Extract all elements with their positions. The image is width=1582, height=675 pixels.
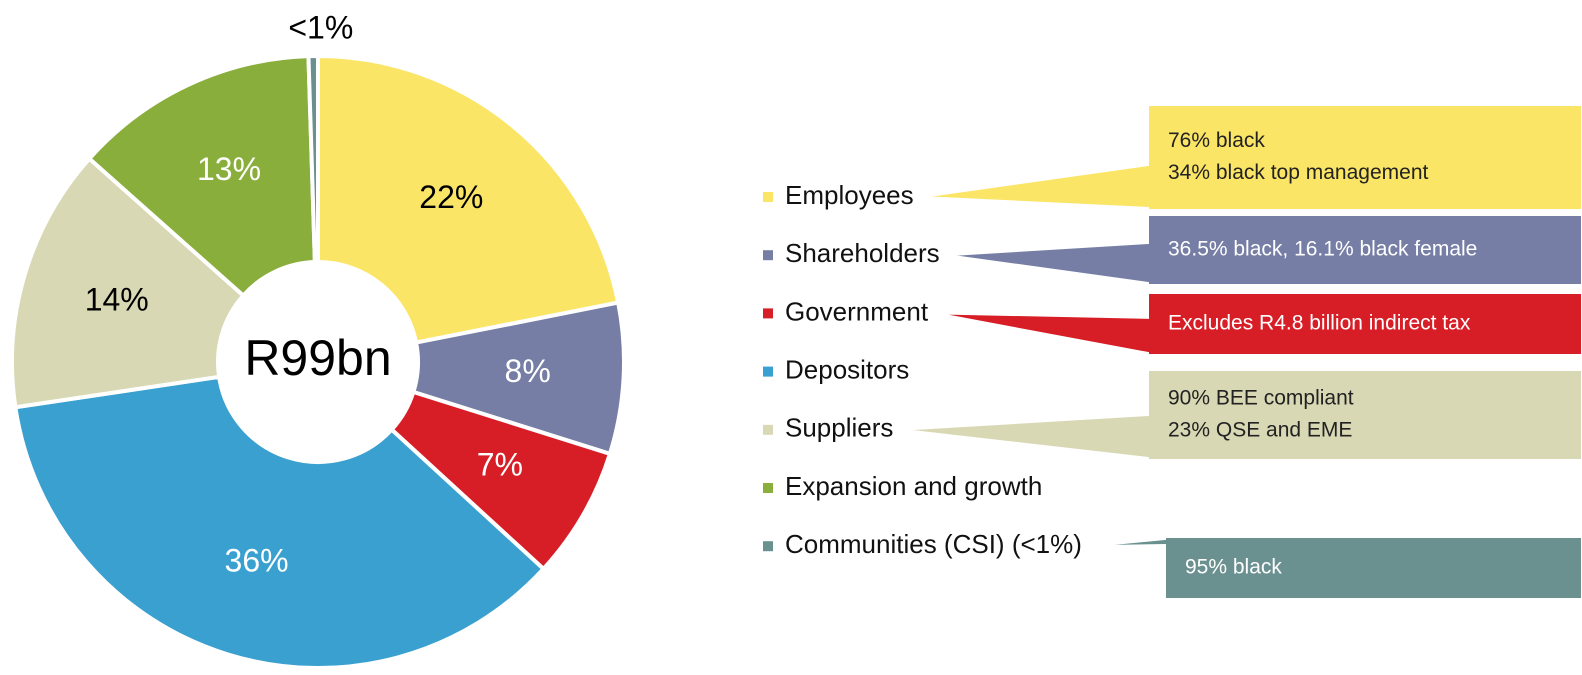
legend-marker — [763, 308, 773, 319]
donut-slice — [316, 53, 621, 345]
callout-box — [921, 104, 1582, 211]
donut-slice — [10, 155, 247, 410]
legend-label: Depositors — [785, 354, 909, 384]
slice-label: 14% — [85, 282, 149, 318]
slice-label: 36% — [225, 542, 289, 578]
legend-label: Expansion and growth — [785, 471, 1042, 501]
donut-slice — [86, 54, 317, 299]
donut-slice — [13, 374, 547, 670]
callout-text: 76% black — [1168, 129, 1265, 152]
callout-box — [1089, 536, 1582, 600]
callout-text: 90% BEE compliant — [1168, 387, 1354, 410]
legend-label: Government — [785, 296, 929, 326]
slice-label: <1% — [288, 9, 353, 45]
legend-marker — [763, 250, 773, 261]
legend-marker — [763, 483, 773, 493]
slice-label: 22% — [419, 179, 483, 215]
slice-label: 13% — [197, 151, 261, 187]
center-label: R99bn — [244, 330, 391, 386]
slice-label: 8% — [505, 353, 551, 389]
callout-text: Excludes R4.8 billion indirect tax — [1168, 312, 1471, 335]
callout-box — [947, 214, 1582, 286]
callout-text: 36.5% black, 16.1% black female — [1168, 238, 1477, 261]
legend-label: Communities (CSI) (<1%) — [785, 529, 1082, 559]
legend-marker — [763, 424, 773, 435]
callout-text: 95% black — [1185, 556, 1282, 579]
legend-marker — [763, 192, 773, 202]
callout-box — [901, 369, 1582, 461]
legend-label: Employees — [785, 180, 914, 210]
slice-label: 7% — [477, 446, 523, 482]
legend-label: Shareholders — [785, 238, 940, 268]
legend-label: Suppliers — [785, 413, 893, 443]
donut-slice — [306, 53, 320, 265]
legend-marker — [763, 541, 773, 552]
callout-box — [935, 292, 1582, 356]
legend-marker — [763, 366, 773, 377]
callout-text: 34% black top management — [1168, 161, 1428, 184]
callout-text: 23% QSE and EME — [1168, 419, 1352, 442]
